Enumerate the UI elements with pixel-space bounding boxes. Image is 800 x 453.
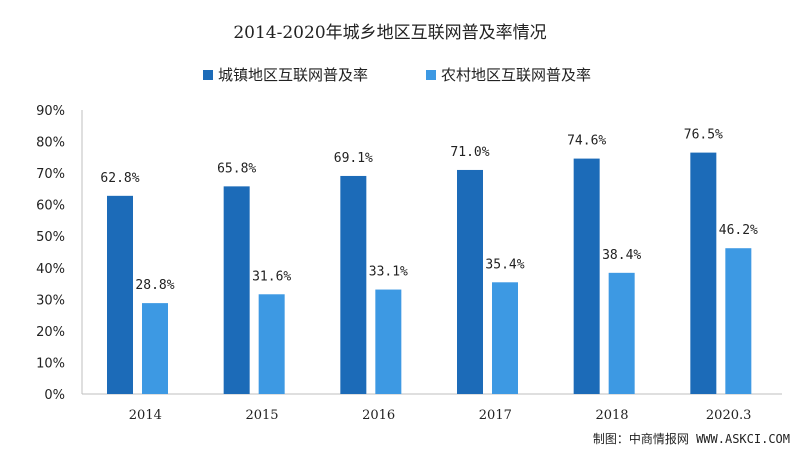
axes-group	[81, 110, 782, 395]
bar-rural	[725, 248, 752, 394]
y-tick-label: 60%	[36, 199, 65, 214]
bar-rural	[608, 272, 635, 394]
legend-label-rural: 农村地区互联网普及率	[441, 66, 591, 84]
y-tick-label: 80%	[36, 136, 65, 151]
bar-rural	[375, 289, 402, 394]
y-tick-labels: 0% 10% 20% 30% 40% 50% 60% 70% 80% 90%	[36, 104, 65, 403]
data-label-urban: 69.1%	[334, 151, 373, 166]
y-tick-label: 90%	[36, 104, 65, 119]
y-tick-label: 10%	[36, 356, 65, 371]
bar-urban	[107, 195, 133, 394]
legend: 城镇地区互联网普及率 农村地区互联网普及率	[203, 66, 591, 84]
bar-rural	[142, 303, 168, 394]
x-tick-labels: 2014 2015 2016 2017 2018 2020.3	[129, 408, 752, 423]
legend-swatch-urban	[203, 70, 213, 80]
data-label-rural: 35.4%	[485, 257, 524, 272]
data-label-urban: 65.8%	[217, 161, 256, 176]
data-label-rural: 33.1%	[369, 265, 408, 280]
x-tick-label: 2020.3	[706, 408, 752, 423]
y-tick-label: 20%	[36, 325, 65, 340]
y-tick-label: 30%	[36, 293, 65, 308]
bar-urban	[690, 152, 717, 394]
data-labels-group: 62.8% 28.8% 65.8% 31.6% 69.1% 33.1% 71.0% 35.4%…	[100, 128, 758, 294]
data-label-rural: 31.6%	[252, 269, 291, 284]
y-tick-label: 40%	[36, 262, 65, 277]
bar-urban	[340, 175, 367, 394]
data-label-urban: 62.8%	[100, 171, 139, 186]
data-label-rural: 38.4%	[602, 248, 641, 263]
x-tick-label: 2018	[595, 408, 628, 423]
y-tick-label: 50%	[36, 230, 65, 245]
bar-urban	[573, 158, 600, 394]
data-label-urban: 74.6%	[567, 134, 606, 149]
data-label-urban: 76.5%	[684, 128, 723, 143]
bars-group	[107, 152, 752, 394]
chart-title: 2014-2020年城乡地区互联网普及率情况	[233, 23, 546, 43]
source-note: 制图：中商情报网 WWW.ASKCI.COM	[593, 431, 790, 446]
data-label-urban: 71.0%	[450, 145, 489, 160]
legend-label-urban: 城镇地区互联网普及率	[218, 66, 368, 84]
y-tick-label: 0%	[44, 388, 65, 403]
x-tick-label: 2016	[362, 408, 395, 423]
data-label-rural: 46.2%	[719, 223, 758, 238]
bar-urban	[223, 186, 250, 394]
bar-rural	[258, 294, 285, 394]
bar-rural	[492, 282, 518, 394]
data-label-rural: 28.8%	[135, 278, 174, 293]
x-tick-label: 2017	[479, 408, 512, 423]
legend-swatch-rural	[426, 70, 436, 80]
bar-urban	[457, 169, 483, 394]
y-tick-label: 70%	[36, 167, 65, 182]
x-tick-label: 2014	[129, 408, 162, 423]
x-tick-label: 2015	[245, 408, 278, 423]
